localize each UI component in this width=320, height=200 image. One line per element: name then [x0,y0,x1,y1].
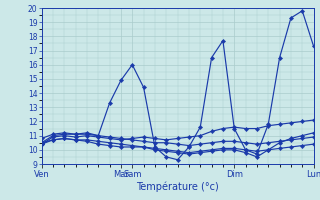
X-axis label: Température (°c): Température (°c) [136,181,219,192]
